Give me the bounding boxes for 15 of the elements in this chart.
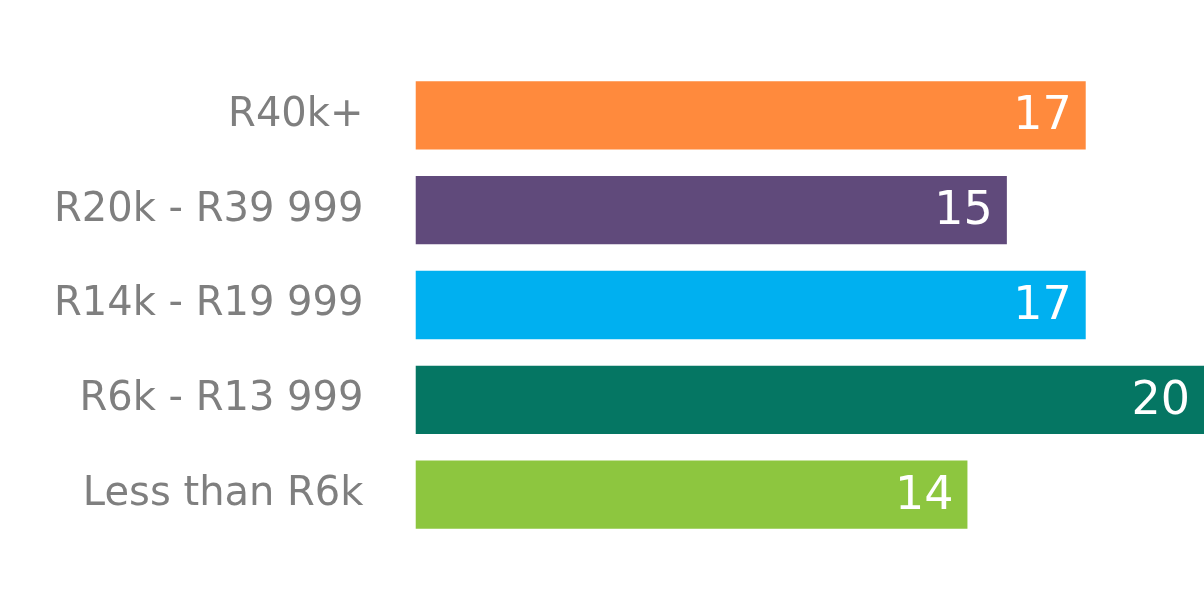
data-label: 14 bbox=[894, 465, 954, 520]
data-label: 17 bbox=[1013, 275, 1072, 330]
bar bbox=[415, 176, 1007, 245]
bar bbox=[415, 81, 1086, 150]
bar bbox=[415, 270, 1086, 340]
data-label: 20 bbox=[1131, 370, 1190, 425]
y-tick-label: Less than R6k bbox=[82, 467, 365, 514]
y-tick-label: R20k - R39 999 bbox=[53, 183, 364, 230]
bar bbox=[415, 365, 1204, 434]
bar bbox=[415, 460, 968, 529]
y-tick-label: R6k - R13 999 bbox=[79, 373, 364, 420]
y-tick-label: R14k - R19 999 bbox=[53, 278, 364, 325]
data-label: 15 bbox=[934, 181, 993, 236]
data-label: 17 bbox=[1013, 86, 1072, 141]
y-tick-label: R40k+ bbox=[228, 88, 364, 135]
